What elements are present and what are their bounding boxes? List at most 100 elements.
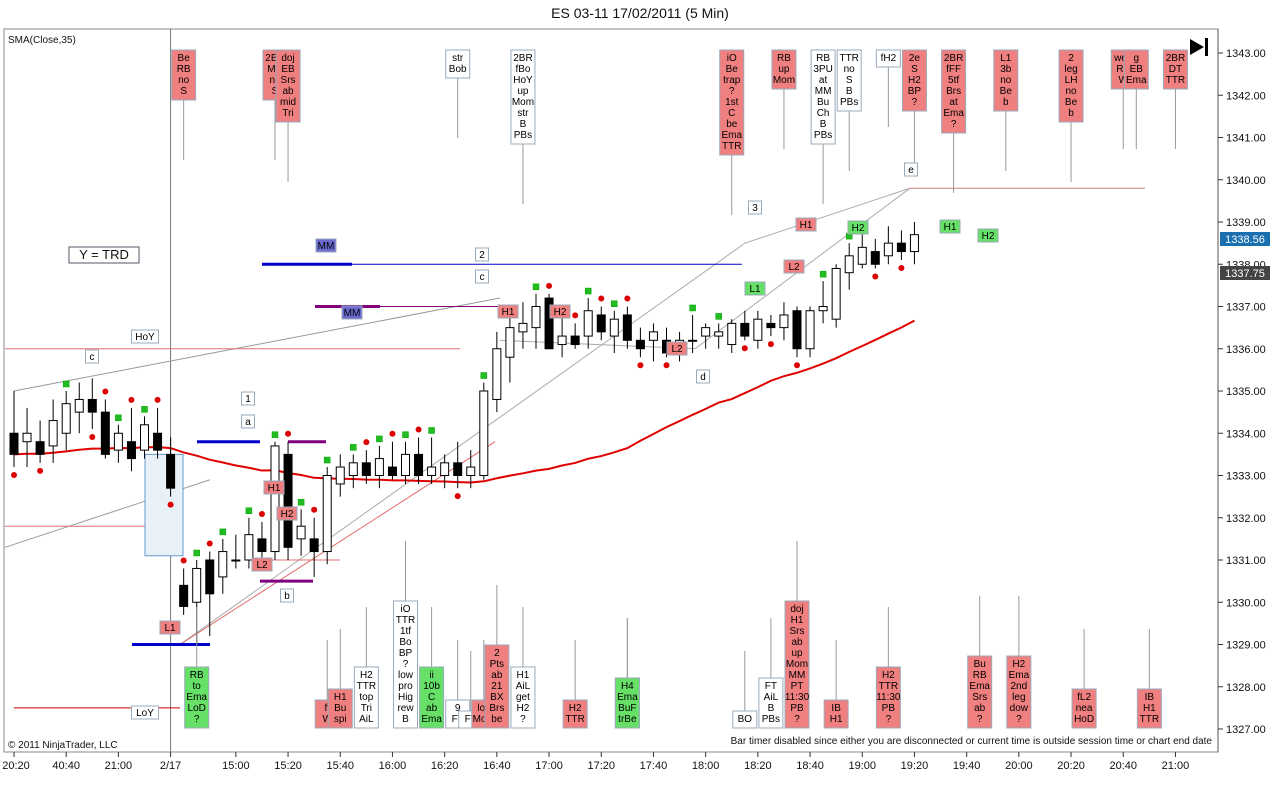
note-box	[1006, 655, 1032, 729]
candle-body	[831, 267, 841, 320]
candle-body	[727, 322, 737, 346]
candle	[74, 382, 84, 434]
candle	[414, 437, 424, 484]
note-line: 1st	[725, 97, 739, 108]
candle	[348, 454, 358, 489]
candle	[688, 314, 698, 353]
candle	[270, 441, 280, 560]
chart-label-box	[847, 220, 869, 235]
signal-dot	[285, 430, 292, 437]
note-box	[771, 49, 797, 90]
chart-label-text: L2	[671, 344, 683, 355]
chart-label-text: d	[700, 372, 706, 383]
candle	[87, 378, 97, 430]
note-line: BuF	[618, 703, 636, 714]
note-box	[719, 49, 745, 156]
note-line: IB	[831, 703, 841, 714]
note-line: Mom	[786, 659, 808, 670]
chart-label: H1	[939, 219, 961, 234]
note-line: BX	[490, 692, 504, 703]
signal-dot	[402, 431, 409, 438]
signal-dot	[297, 499, 305, 506]
highlight-box	[144, 453, 184, 557]
note-line: b	[1003, 97, 1009, 108]
chart-label: L2	[251, 557, 273, 572]
play-end-icon[interactable]	[1190, 38, 1208, 56]
chart-label-box	[475, 269, 489, 284]
note-line: los	[477, 703, 490, 714]
note-line: 9	[455, 703, 461, 714]
chart-label-box	[748, 200, 762, 215]
note-box	[836, 49, 862, 112]
signal-dot	[115, 414, 122, 422]
note-line: up	[517, 86, 529, 97]
chart-label-box	[276, 506, 298, 521]
candle-body	[270, 445, 280, 553]
signal-dot	[389, 430, 396, 437]
x-tick-label: 19:40	[953, 760, 981, 772]
candle	[153, 407, 163, 459]
candle-body	[113, 432, 123, 451]
y-tick-label: 1327.00	[1226, 724, 1266, 736]
candle	[231, 534, 241, 569]
chart-label-box	[795, 217, 817, 232]
x-tick-label: 15:40	[326, 760, 354, 772]
note-box	[419, 666, 445, 729]
chart-label-box	[131, 329, 159, 344]
candle	[35, 420, 45, 463]
candle	[140, 416, 149, 459]
note-line: at	[819, 75, 828, 86]
candle	[909, 222, 919, 265]
chart-label: e	[904, 162, 918, 177]
candle-body	[87, 398, 97, 413]
chart-label-text: LoY	[136, 708, 154, 719]
candle	[779, 302, 789, 341]
note-line: nea	[1076, 703, 1093, 714]
note-line: fFF	[946, 64, 961, 75]
candle	[583, 298, 593, 349]
note-line: ii	[429, 670, 433, 681]
candle	[479, 382, 489, 480]
signal-dot	[11, 472, 17, 479]
note-box	[823, 699, 849, 729]
note-line: 2BR	[944, 53, 963, 64]
note-line: ab	[426, 703, 438, 714]
note-line: EB	[281, 64, 295, 75]
candle	[596, 306, 606, 341]
candle	[714, 323, 724, 349]
x-tick-label: 21:00	[1162, 760, 1190, 772]
candle-body	[883, 242, 893, 257]
note-line: Ema	[617, 692, 638, 703]
note-line: RB	[190, 670, 204, 681]
trendline	[744, 187, 911, 244]
note-line: 2nd	[1011, 681, 1028, 692]
chart-label-text: HoY	[135, 332, 155, 343]
note-line: ab	[791, 637, 803, 648]
note-line: MC	[267, 64, 283, 75]
candle-body	[257, 538, 267, 553]
chart-label: a	[241, 414, 255, 429]
x-tick-label: 40:40	[52, 760, 80, 772]
note-line: 2BR	[1166, 53, 1185, 64]
note-line: dow	[1010, 703, 1029, 714]
note-line: 11:30	[876, 692, 901, 703]
candle	[831, 264, 841, 328]
candle	[257, 521, 267, 560]
candle-body	[440, 462, 450, 477]
note-line: S	[846, 75, 853, 86]
note-line: B	[768, 703, 775, 714]
note-box	[810, 49, 836, 145]
chart-label-box	[85, 349, 99, 364]
chart-label-text: H1	[268, 483, 281, 494]
x-tick-label: 15:00	[222, 760, 250, 772]
candle	[48, 399, 58, 463]
x-tick-label: 2/17	[160, 760, 181, 772]
candle	[635, 327, 645, 358]
note-box	[1136, 688, 1162, 729]
candle	[518, 302, 528, 349]
